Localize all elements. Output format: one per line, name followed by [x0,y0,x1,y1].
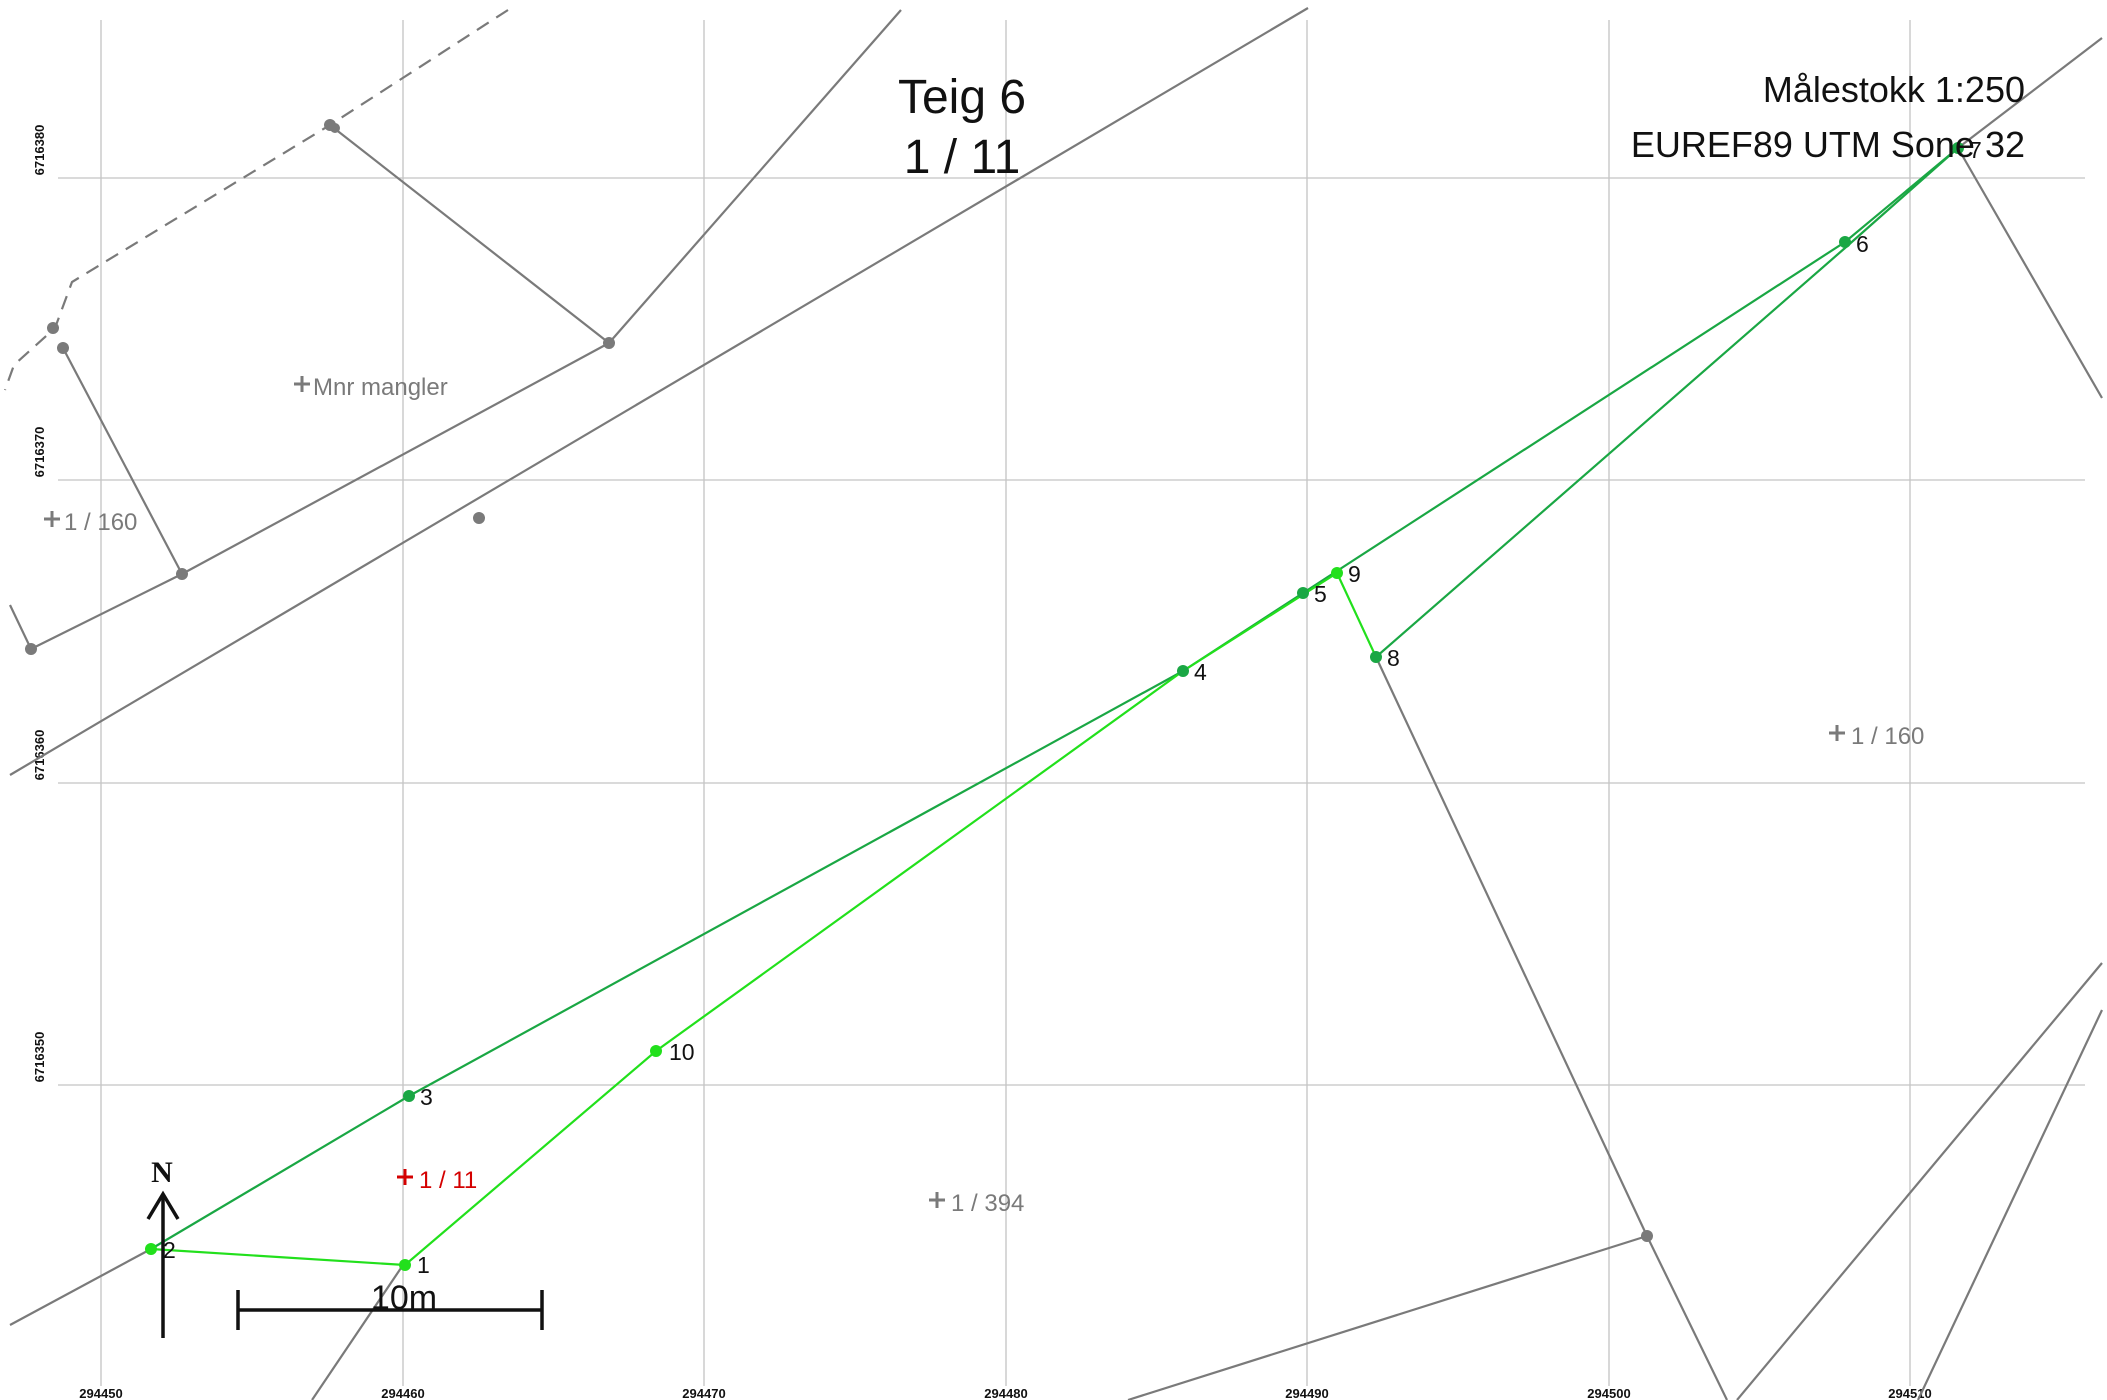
y-tick: 6716350 [32,1032,47,1083]
boundary-line [329,124,610,344]
coordinate-grid [58,20,2085,1386]
boundary-line [1957,147,2103,399]
x-tick: 294470 [682,1386,725,1400]
x-tick: 294510 [1888,1386,1931,1400]
map-info-block: Målestokk 1:250 EUREF89 UTM Sone 32 [1631,69,2025,165]
point-label: 3 [420,1084,433,1110]
inner-boundary [150,571,1377,1267]
parcel-label: 1 / 160 [1851,723,1924,750]
x-tick: 294480 [984,1386,1027,1400]
boundary-point-7 [1952,142,1964,154]
parcel-label: 1 / 394 [951,1190,1024,1217]
boundary-line [181,342,610,575]
dashed-boundary [3,9,509,391]
x-tick: 294490 [1285,1386,1328,1400]
point-label: 4 [1194,659,1207,685]
boundary-point-8 [1370,651,1382,663]
parcel-marker-160-right: 1 / 160 [1829,723,1924,750]
boundary-line [1375,656,1648,1237]
north-arrow-head [146,1190,180,1220]
boundary-point-3 [403,1090,415,1102]
parcel-label-active: 1 / 11 [419,1167,477,1194]
boundary-line [311,1264,404,1400]
parcel-labels: Mnr mangler 1 / 160 1 / 160 1 / 11 1 / 3… [44,374,1924,1217]
crs-text: EUREF89 UTM Sone 32 [1631,124,2025,165]
boundary-line [1736,962,2103,1400]
boundary-line [608,9,902,344]
boundary-vertex [1641,1230,1653,1242]
boundary-point-5 [1297,587,1309,599]
boundary-line [9,604,32,650]
y-tick: 6716360 [32,730,47,781]
boundary-line [1917,1009,2103,1400]
boundary-line [30,573,183,650]
x-tick: 294460 [381,1386,424,1400]
point-label: 8 [1387,645,1400,671]
scale-text: Målestokk 1:250 [1763,69,2025,110]
parcel-id: 1 / 11 [904,131,1021,184]
point-label: 2 [163,1237,176,1263]
parcel-marker-mnr-mangler: Mnr mangler [294,374,448,401]
y-axis-ticks: 6716380 6716370 6716360 6716350 [32,125,47,1083]
boundary-point-2 [145,1243,157,1255]
boundary-line [62,347,183,575]
boundary-point-1 [399,1259,411,1271]
boundary-vertex [25,643,37,655]
boundary-line [1127,1234,1648,1400]
boundary-line [1957,37,2103,149]
north-label: N [151,1156,173,1189]
map-title-block: Teig 6 1 / 11 [898,71,1026,184]
neighbor-boundaries [3,7,2103,1400]
parcel-marker-394: 1 / 394 [929,1190,1024,1217]
point-label: 10 [669,1039,695,1065]
point-label: 5 [1314,581,1327,607]
boundary-point-6 [1839,236,1851,248]
boundary-vertex [603,337,615,349]
parcel-marker-11: 1 / 11 [397,1167,477,1194]
x-tick: 294500 [1587,1386,1630,1400]
boundary-line [9,1248,152,1326]
scale-bar-label: 10m [371,1279,437,1317]
boundary-vertex [473,512,485,524]
boundary-line [9,7,1309,776]
boundary-vertex [47,322,59,334]
boundary-points: 1 2 3 4 5 6 7 8 9 10 [145,137,1982,1278]
boundary-line [1646,1235,1728,1400]
boundary-point-10 [650,1045,662,1057]
parcel-marker-160-left: 1 / 160 [44,509,137,536]
point-label: 6 [1856,231,1869,257]
parcel-label: Mnr mangler [313,374,448,401]
point-label: 7 [1969,137,1982,163]
x-axis-ticks: 294450 294460 294470 294480 294490 29450… [79,1386,1931,1400]
point-label: 1 [417,1252,430,1278]
point-label: 9 [1348,561,1361,587]
y-tick: 6716370 [32,427,47,478]
outer-boundary [1375,147,1959,658]
scale-bar: 10m [236,1279,544,1330]
y-tick: 6716380 [32,125,47,176]
boundary-vertex [57,342,69,354]
boundary-point-9 [1331,567,1343,579]
boundary-vertex [330,123,340,133]
x-tick: 294450 [79,1386,122,1400]
parcel-label: 1 / 160 [64,509,137,536]
map-title: Teig 6 [898,71,1026,124]
boundary-point-4 [1177,665,1189,677]
boundary-vertex [176,568,188,580]
north-arrow: N [146,1156,180,1338]
